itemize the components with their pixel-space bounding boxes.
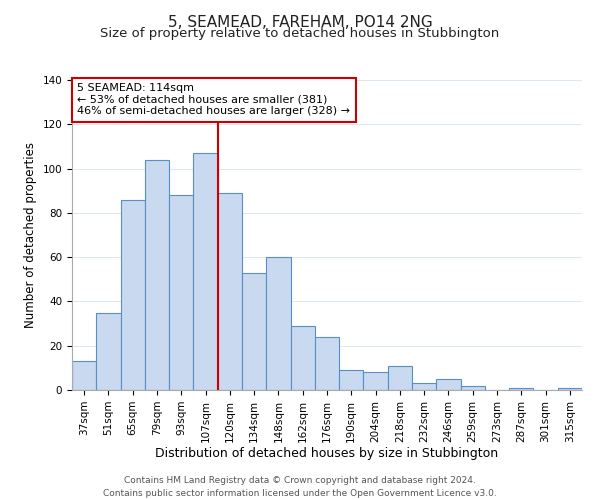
Bar [509,388,533,390]
Bar [72,361,96,390]
Bar [436,379,461,390]
Y-axis label: Number of detached properties: Number of detached properties [24,142,37,328]
Bar [121,200,145,390]
Bar [266,257,290,390]
Bar [145,160,169,390]
Bar [242,272,266,390]
Bar [290,326,315,390]
Bar [558,388,582,390]
X-axis label: Distribution of detached houses by size in Stubbington: Distribution of detached houses by size … [155,448,499,460]
Text: 5, SEAMEAD, FAREHAM, PO14 2NG: 5, SEAMEAD, FAREHAM, PO14 2NG [167,15,433,30]
Bar [388,366,412,390]
Bar [339,370,364,390]
Text: 5 SEAMEAD: 114sqm
← 53% of detached houses are smaller (381)
46% of semi-detache: 5 SEAMEAD: 114sqm ← 53% of detached hous… [77,83,350,116]
Bar [169,195,193,390]
Bar [218,193,242,390]
Bar [364,372,388,390]
Text: Contains HM Land Registry data © Crown copyright and database right 2024.
Contai: Contains HM Land Registry data © Crown c… [103,476,497,498]
Bar [315,337,339,390]
Bar [461,386,485,390]
Bar [193,153,218,390]
Bar [412,384,436,390]
Bar [96,312,121,390]
Text: Size of property relative to detached houses in Stubbington: Size of property relative to detached ho… [100,28,500,40]
